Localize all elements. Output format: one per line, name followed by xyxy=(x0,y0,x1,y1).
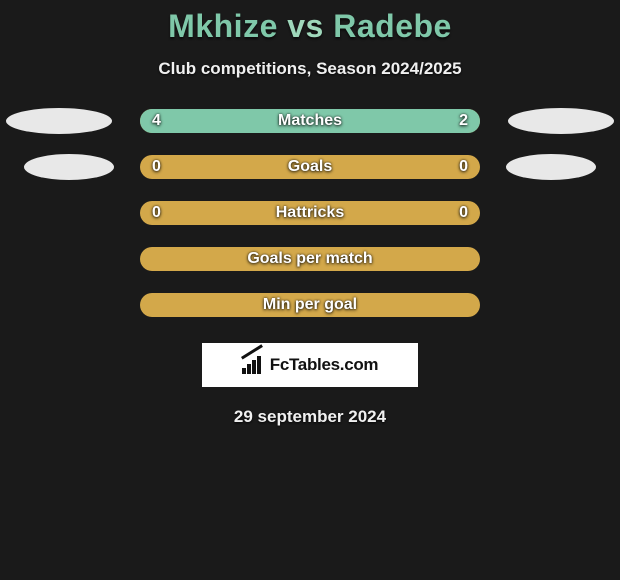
comparison-card: Mkhize vs Radebe Club competitions, Seas… xyxy=(0,0,620,427)
stat-row: 00Goals xyxy=(0,155,620,179)
source-badge: FcTables.com xyxy=(202,343,418,387)
stat-bar: 00Goals xyxy=(140,155,480,179)
title: Mkhize vs Radebe xyxy=(0,8,620,45)
stat-row: Min per goal xyxy=(0,293,620,317)
player1-marker xyxy=(6,108,112,134)
snapshot-date: 29 september 2024 xyxy=(0,407,620,427)
bar-background xyxy=(140,247,480,271)
stat-row: Goals per match xyxy=(0,247,620,271)
bar-background xyxy=(140,201,480,225)
player1-marker xyxy=(24,154,114,180)
vs-label: vs xyxy=(287,8,324,44)
stat-bar: 00Hattricks xyxy=(140,201,480,225)
stat-bar: 42Matches xyxy=(140,109,480,133)
stat-row: 00Hattricks xyxy=(0,201,620,225)
stat-bar: Goals per match xyxy=(140,247,480,271)
bar-chart-icon xyxy=(242,356,264,374)
bar-right-fill xyxy=(367,109,480,133)
player2-marker xyxy=(508,108,614,134)
subtitle: Club competitions, Season 2024/2025 xyxy=(0,59,620,79)
player2-marker xyxy=(506,154,596,180)
stat-bar: Min per goal xyxy=(140,293,480,317)
source-label: FcTables.com xyxy=(270,355,379,375)
bar-background xyxy=(140,293,480,317)
bar-background xyxy=(140,155,480,179)
player2-name: Radebe xyxy=(333,8,452,44)
player1-name: Mkhize xyxy=(168,8,278,44)
bar-left-fill xyxy=(140,109,367,133)
stat-rows: 42Matches 00Goals 00Hattricks Goals per mat… xyxy=(0,109,620,317)
stat-row: 42Matches xyxy=(0,109,620,133)
